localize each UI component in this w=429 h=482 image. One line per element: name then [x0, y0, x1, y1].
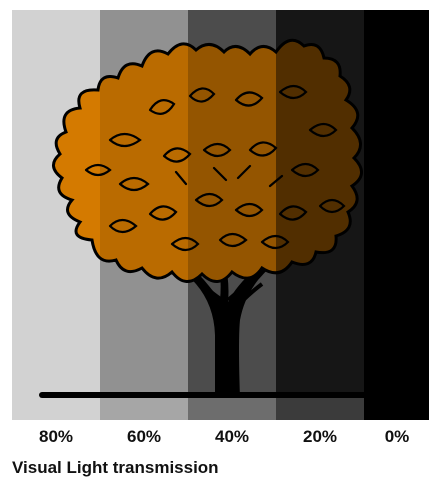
tree-trunk: [162, 246, 288, 398]
tint-overlay-20: [276, 10, 364, 398]
band-label-80: 80%: [38, 427, 74, 446]
band-label-60: 60%: [126, 427, 162, 446]
band-label-40: 40%: [214, 427, 250, 446]
tint-overlays: [100, 10, 429, 398]
diagram-caption: Visual Light transmission: [12, 458, 219, 477]
tint-overlay-40: [188, 10, 276, 398]
tint-overlay-60: [100, 10, 188, 398]
tint-overlay-0: [364, 10, 429, 398]
band-label-20: 20%: [302, 427, 338, 446]
band-label-0: 0%: [384, 427, 410, 446]
tree-branch: [178, 260, 272, 314]
